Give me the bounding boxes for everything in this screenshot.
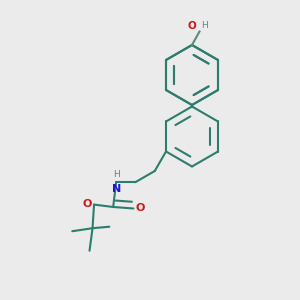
Text: O: O [136, 203, 145, 214]
Text: O: O [188, 21, 197, 31]
Text: H: H [201, 21, 208, 30]
Text: O: O [82, 199, 92, 209]
Text: N: N [112, 184, 121, 194]
Text: H: H [113, 169, 119, 178]
